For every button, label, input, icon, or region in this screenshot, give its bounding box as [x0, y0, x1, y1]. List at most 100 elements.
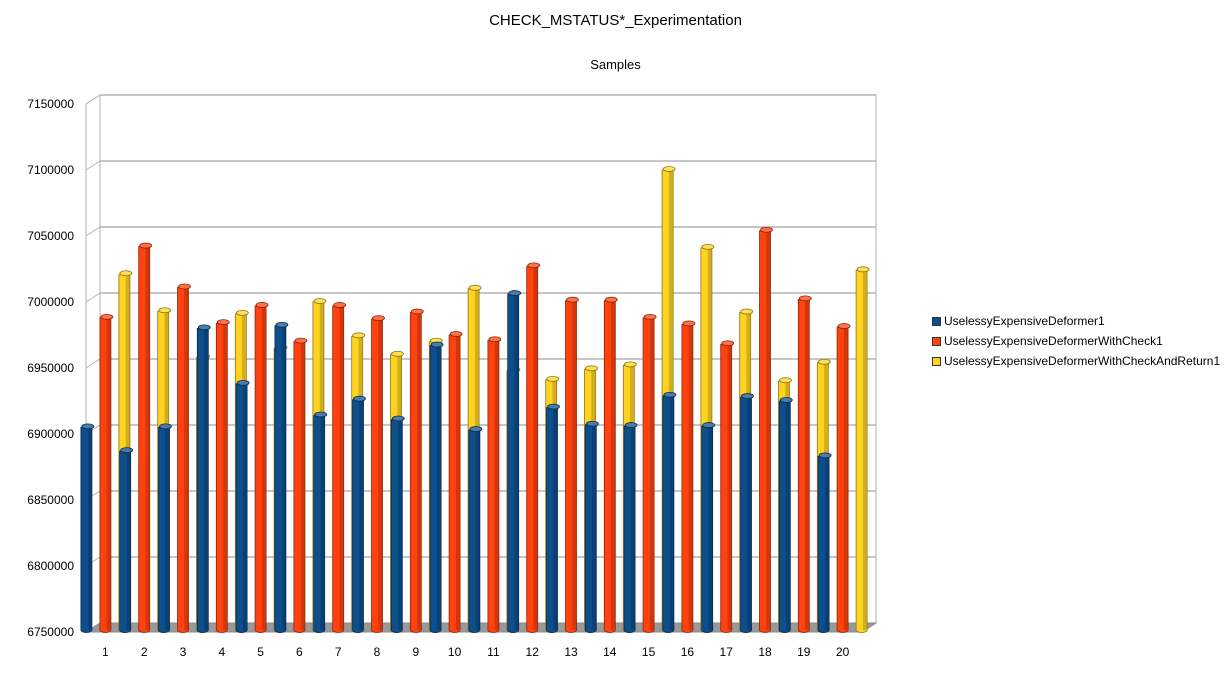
bar-series-2-cat-1-cap: [100, 313, 114, 320]
bar-series-1-cat-16-cap: [663, 391, 677, 398]
bar-series-3-cat-2-cap: [158, 307, 172, 314]
bar-series-3-cat-20-cap: [856, 266, 870, 273]
bar-series-2-cat-4-shade: [223, 323, 227, 630]
bar-series-1-cat-20-cap: [818, 452, 832, 459]
bar-series-2-cat-3-cap: [178, 283, 191, 290]
bar-series-1-cat-1-cap: [81, 423, 95, 430]
bar-series-3-cat-4-cap: [235, 309, 249, 316]
bar-series-2-cat-14-cap: [604, 296, 618, 303]
bar-series-1-cat-4-shade: [204, 328, 208, 630]
bar-series-1-cat-2-shade: [126, 451, 131, 630]
chart-title: CHECK_MSTATUS*_Experimentation: [489, 12, 742, 29]
bar-series-1-cat-19-cap: [779, 397, 793, 403]
bar-series-2-cat-7-shade: [339, 305, 344, 630]
bar-series-3-cat-6-cap: [313, 298, 327, 304]
bar-series-1-cat-11-cap: [469, 426, 483, 432]
bar-series-2-cat-3-shade: [184, 287, 188, 630]
bar-series-1-cat-8-cap: [353, 395, 366, 402]
y-tick-label: 7050000: [27, 229, 74, 243]
bar-series-2-cat-5-cap: [255, 302, 269, 308]
bar-series-1-cat-7-shade: [320, 415, 325, 630]
x-tick-label: 1: [102, 645, 109, 659]
bar-series-2-cat-1-shade: [106, 317, 111, 630]
bar-series-1-cat-13-shade: [553, 407, 557, 630]
bar-series-1-cat-17-shade: [708, 426, 713, 630]
bar-series-2-cat-15-shade: [649, 317, 654, 630]
bar-series-2-cat-6-cap: [294, 337, 308, 344]
bar-series-1-cat-17-cap: [702, 422, 716, 428]
bar-series-2-cat-8-shade: [378, 319, 382, 630]
legend-label-series-1: UselessyExpensiveDeformer1: [944, 314, 1105, 328]
bar-series-1-cat-15-shade: [630, 426, 635, 630]
chart-subtitle: Samples: [590, 57, 641, 72]
bar-series-3-cat-12-cap: [546, 375, 560, 382]
bar-series-2-cat-9-cap: [410, 308, 424, 315]
bar-series-2-cat-13-shade: [572, 300, 576, 630]
bar-series-2-cat-11-shade: [494, 340, 499, 630]
x-tick-label: 7: [335, 645, 342, 659]
bar-series-3-cat-20-shade: [862, 270, 867, 630]
bar-series-1-cat-14-shade: [592, 424, 596, 630]
bar-series-1-cat-2-cap: [120, 447, 134, 454]
legend-item-series-1: UselessyExpensiveDeformer1: [932, 311, 1220, 331]
bar-series-1-cat-5-cap: [236, 379, 250, 386]
bar-series-1-cat-3-cap: [159, 423, 172, 430]
y-tick-label: 6850000: [27, 493, 74, 507]
bar-series-1-cat-10-cap: [430, 341, 444, 348]
bar-series-2-cat-19-shade: [805, 299, 809, 630]
bar-series-3-cat-1-cap: [119, 270, 133, 277]
bar-series-2-cat-17-cap: [721, 340, 735, 347]
y-tick-label: 7000000: [27, 295, 74, 309]
bar-series-2-cat-17-shade: [727, 344, 732, 630]
x-tick-label: 20: [836, 645, 850, 659]
gridline-side: [85, 160, 101, 171]
bar-series-3-cat-8-cap: [391, 350, 404, 357]
bar-series-2-cat-13-cap: [566, 296, 579, 303]
bar-series-3-cat-15-cap: [662, 166, 676, 172]
bar-series-3-cat-17-cap: [740, 308, 754, 315]
bar-series-3-cat-14-cap: [623, 361, 637, 368]
bar-series-2-cat-8-cap: [372, 315, 385, 322]
bar-series-1-cat-15-cap: [624, 422, 638, 428]
bar-series-1-cat-9-shade: [398, 419, 402, 630]
bar-series-2-cat-15-cap: [643, 313, 657, 320]
bar-series-1-cat-7-cap: [314, 411, 328, 418]
x-tick-label: 12: [526, 645, 540, 659]
bar-series-2-cat-2-cap: [139, 242, 153, 249]
bar-series-1-cat-6-shade: [281, 325, 286, 630]
x-tick-label: 8: [374, 645, 381, 659]
legend-swatch-series-2: [932, 336, 941, 346]
bar-series-1-cat-16-shade: [669, 395, 674, 630]
x-tick-label: 15: [642, 645, 656, 659]
bar-series-2-cat-4-cap: [216, 319, 230, 326]
bar-series-2-cat-5-shade: [261, 305, 266, 630]
x-tick-label: 9: [412, 645, 419, 659]
y-tick-label: 6750000: [27, 625, 74, 639]
gridline-side: [85, 292, 101, 303]
x-tick-label: 19: [797, 645, 811, 659]
bar-series-1-cat-19-shade: [786, 401, 790, 630]
bar-series-2-cat-10-shade: [455, 335, 460, 630]
bar-series-1-cat-14-cap: [585, 420, 599, 427]
bar-series-1-cat-12-shade: [514, 294, 519, 630]
bar-series-1-cat-5-shade: [242, 383, 247, 630]
gridline-side: [85, 226, 101, 237]
x-tick-label: 5: [257, 645, 264, 659]
x-tick-label: 14: [603, 645, 617, 659]
bar-series-2-cat-20-cap: [837, 323, 851, 329]
bar-series-2-cat-18-cap: [760, 226, 773, 233]
bar-series-2-cat-19-cap: [798, 295, 812, 302]
bar-series-3-cat-13-cap: [585, 365, 598, 372]
x-tick-label: 16: [681, 645, 695, 659]
legend-label-series-3: UselessyExpensiveDeformerWithCheckAndRet…: [944, 354, 1221, 368]
x-tick-label: 13: [564, 645, 578, 659]
bar-series-3-cat-16-cap: [701, 243, 715, 250]
legend-item-series-3: UselessyExpensiveDeformerWithCheckAndRet…: [932, 351, 1220, 371]
bar-series-2-cat-6-shade: [300, 341, 305, 630]
bar-series-2-cat-16-cap: [682, 320, 696, 327]
bar-series-1-cat-1-shade: [87, 427, 92, 630]
bar-series-2-cat-18-shade: [766, 230, 770, 630]
bar-series-3-cat-7-cap: [352, 332, 366, 339]
x-tick-label: 2: [141, 645, 148, 659]
